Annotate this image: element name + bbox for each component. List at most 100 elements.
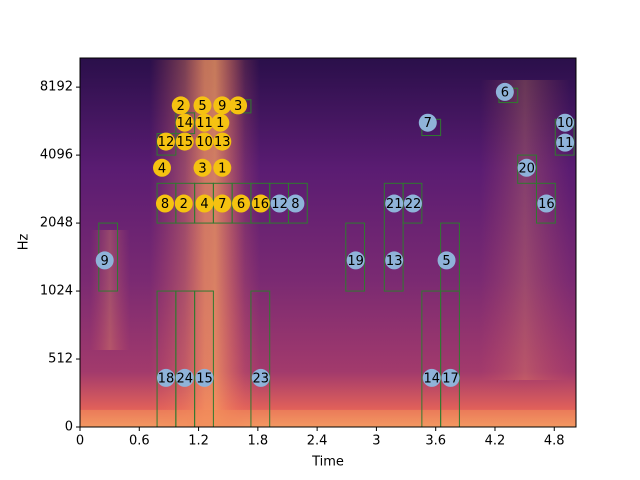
marker-label: 9: [101, 254, 109, 269]
marker-label: 5: [442, 254, 450, 269]
marker: 17: [441, 368, 460, 387]
marker-label: 22: [405, 197, 422, 212]
marker-label: 11: [196, 116, 213, 131]
marker: 21: [385, 194, 404, 213]
marker-label: 9: [218, 99, 226, 114]
marker-dot: [155, 194, 174, 213]
y-tick-label: 1024: [40, 284, 73, 299]
marker: 7: [213, 194, 232, 213]
marker-dot: [195, 113, 214, 132]
marker-label: 15: [176, 135, 193, 150]
region-box: [517, 154, 537, 184]
marker-dot: [213, 132, 232, 151]
marker-dot: [403, 194, 422, 213]
marker: 15: [195, 368, 214, 387]
marker-label: 3: [234, 99, 242, 114]
marker-dot: [195, 368, 214, 387]
marker-dot: [171, 96, 190, 115]
marker-label: 6: [501, 85, 509, 100]
y-tick-label: 4096: [40, 148, 73, 163]
marker-label: 19: [347, 254, 364, 269]
marker-label: 14: [176, 116, 193, 131]
marker-label: 4: [200, 197, 208, 212]
marker: 3: [229, 96, 248, 115]
marker: 13: [385, 251, 404, 270]
marker-dot: [174, 194, 193, 213]
marker-dot: [195, 194, 214, 213]
marker-label: 3: [198, 161, 206, 176]
marker-label: 7: [218, 197, 226, 212]
marker: 13: [213, 132, 232, 151]
marker: 14: [422, 368, 441, 387]
marker-label: 16: [538, 197, 555, 212]
x-tick-label: 1.8: [248, 434, 269, 449]
marker-dot: [232, 194, 251, 213]
marker-dot: [270, 194, 289, 213]
marker-dot: [537, 194, 556, 213]
x-tick-label: 4.8: [544, 434, 565, 449]
marker-label: 4: [158, 161, 166, 176]
marker-label: 23: [253, 371, 270, 386]
marker: 6: [495, 82, 514, 101]
marker: 3: [193, 158, 212, 177]
marker-label: 12: [271, 197, 288, 212]
marker-dot: [153, 158, 172, 177]
marker-label: 21: [386, 197, 403, 212]
axes: 0 0.6 1.2 1.8 2.4 3 3.6 4.2 4.805121024204840968…: [40, 80, 565, 449]
marker: 2: [174, 194, 193, 213]
y-tick-label: 512: [48, 352, 73, 367]
marker-label: 24: [176, 371, 193, 386]
marker-label: 8: [161, 197, 169, 212]
marker-label: 17: [442, 371, 459, 386]
marker-dot: [213, 194, 232, 213]
x-tick-label: 0: [76, 434, 84, 449]
marker-dot: [156, 368, 175, 387]
marker-dot: [385, 194, 404, 213]
marker-dot: [193, 158, 212, 177]
x-axis-label: Time: [311, 455, 344, 470]
marker-dot: [418, 113, 437, 132]
marker-dot: [385, 251, 404, 270]
marker-label: 1: [218, 161, 226, 176]
y-tick-label: 0: [65, 420, 73, 435]
axes-frame: [79, 57, 577, 428]
marker-dot: [175, 113, 194, 132]
marker-dot: [495, 82, 514, 101]
marker: 22: [403, 194, 422, 213]
region-box: [383, 182, 404, 292]
region-box: [345, 222, 366, 292]
marker: 1: [213, 158, 232, 177]
marker: 9: [213, 96, 232, 115]
marker-label: 7: [424, 116, 432, 131]
marker: 7: [418, 113, 437, 132]
marker: 24: [175, 368, 194, 387]
marker-dot: [213, 158, 232, 177]
marker-dot: [175, 368, 194, 387]
marker: 19: [346, 251, 365, 270]
x-tick-label: 0.6: [129, 434, 150, 449]
marker: 15: [175, 132, 194, 151]
x-tick-label: 4.2: [485, 434, 506, 449]
marker: 1: [211, 113, 230, 132]
marker-label: 10: [196, 135, 213, 150]
marker-label: 13: [214, 135, 231, 150]
marker-label: 10: [557, 116, 574, 131]
marker-dot: [229, 96, 248, 115]
marker: 8: [155, 194, 174, 213]
marker-label: 16: [253, 197, 270, 212]
marker: 10: [195, 132, 214, 151]
marker: 18: [156, 368, 175, 387]
marker-label: 15: [196, 371, 213, 386]
marker: 9: [95, 251, 114, 270]
marker-dot: [556, 133, 575, 152]
marker-dot: [213, 96, 232, 115]
marker-dot: [195, 132, 214, 151]
x-tick-label: 3: [372, 434, 380, 449]
marker: 8: [286, 194, 305, 213]
plot-area: 2 5 9 314 11 112 15 10 134 3 18 2 4 7 6 16 12 8 21 22 169 19 1…: [95, 82, 575, 428]
marker: 20: [517, 158, 536, 177]
y-tick-label: 2048: [40, 216, 73, 231]
x-tick-label: 3.6: [425, 434, 446, 449]
marker-dot: [422, 368, 441, 387]
